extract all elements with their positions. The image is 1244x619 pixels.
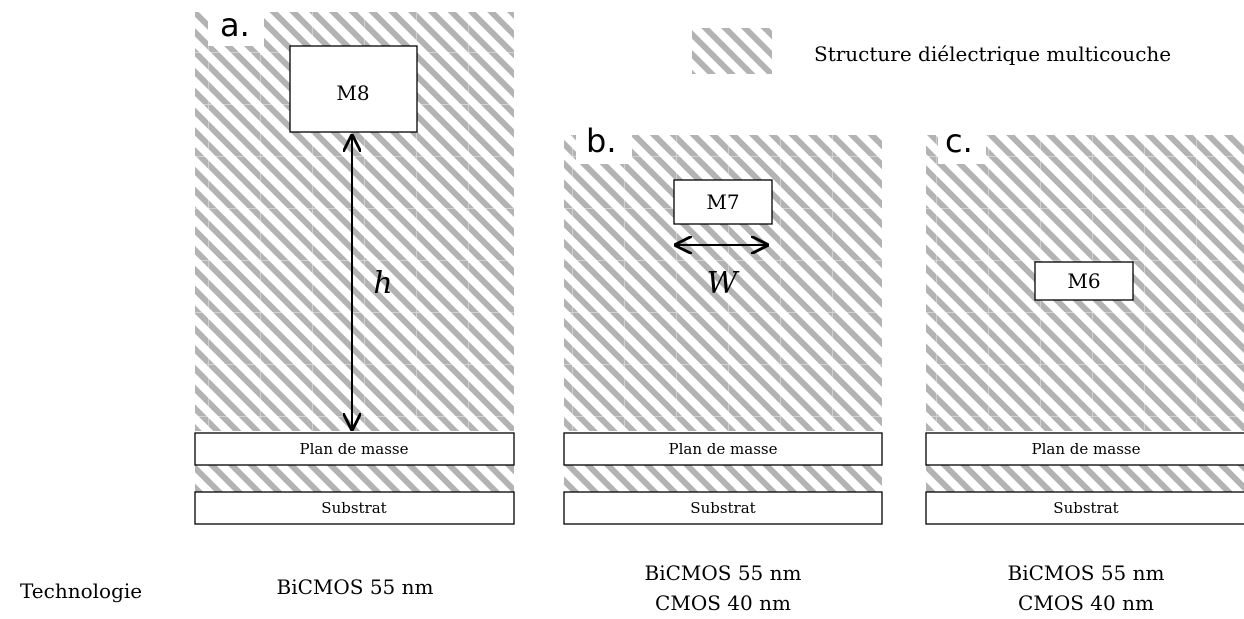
metal-box-m7 [673, 179, 773, 225]
technology-c-line-1: BiCMOS 55 nm [1008, 561, 1165, 585]
metal-box-m8 [289, 45, 418, 133]
panel-letter-box-c [938, 128, 986, 164]
metal-box-m6 [1034, 261, 1134, 301]
technology-b-line-1: BiCMOS 55 nm [645, 561, 802, 585]
panel-letter-box-b [576, 128, 632, 164]
dielectric-gap-b [564, 465, 882, 492]
metal-label-m7: M7 [706, 190, 739, 214]
panel-letter-c: c. [945, 122, 973, 160]
ground-plane-label-b: Plan de masse [669, 440, 778, 458]
ground-plane-label-a: Plan de masse [300, 440, 409, 458]
height-label: h [373, 266, 392, 301]
ground-plane-c [925, 432, 1244, 466]
substrate-label-a: Substrat [321, 499, 386, 517]
ground-plane-label-c: Plan de masse [1032, 440, 1141, 458]
substrate-a [194, 491, 515, 525]
legend: Structure diélectrique multicouche [692, 28, 1171, 74]
panel-letter-box-a [208, 10, 264, 46]
panel-b: b. M7 W Plan de masse Substrat [563, 122, 883, 525]
technology-row-label: Technologie [20, 579, 142, 603]
technology-b-line-2: CMOS 40 nm [655, 591, 791, 615]
technology-row: Technologie BiCMOS 55 nm BiCMOS 55 nm CM… [20, 561, 1165, 615]
substrate-label-b: Substrat [690, 499, 755, 517]
metal-label-m8: M8 [336, 81, 369, 105]
technology-a-line-1: BiCMOS 55 nm [277, 575, 434, 599]
panel-a: a. M8 h Plan de masse Substrat [194, 6, 515, 525]
width-label: W [707, 266, 740, 301]
legend-label: Structure diélectrique multicouche [814, 42, 1171, 66]
metal-label-m6: M6 [1067, 269, 1100, 293]
substrate-c [925, 491, 1244, 525]
ground-plane-b [563, 432, 883, 466]
substrate-b [563, 491, 883, 525]
panel-c: c. M6 Plan de masse Substrat [925, 122, 1244, 525]
ground-plane-a [194, 432, 515, 466]
substrate-label-c: Substrat [1053, 499, 1118, 517]
dielectric-gap-c [926, 465, 1244, 492]
legend-swatch [692, 28, 772, 74]
panel-letter-b: b. [586, 122, 616, 160]
dielectric-gap-a [195, 465, 514, 492]
technology-c-line-2: CMOS 40 nm [1018, 591, 1154, 615]
panel-letter-a: a. [220, 6, 250, 44]
